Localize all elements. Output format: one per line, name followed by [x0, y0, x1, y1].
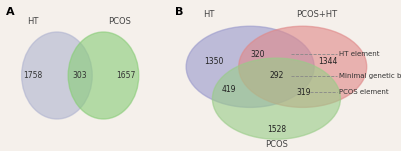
Circle shape: [186, 26, 314, 107]
Text: 320: 320: [251, 50, 265, 59]
Ellipse shape: [22, 32, 92, 119]
Text: PCOS element: PCOS element: [339, 89, 389, 95]
Text: 292: 292: [269, 71, 284, 80]
Text: 419: 419: [221, 85, 236, 94]
Text: 1528: 1528: [267, 125, 286, 134]
Text: 1350: 1350: [204, 56, 223, 66]
Text: HT: HT: [27, 17, 38, 26]
Text: 303: 303: [73, 71, 87, 80]
Text: A: A: [6, 7, 14, 17]
Text: HT: HT: [203, 10, 215, 19]
Text: 1657: 1657: [116, 71, 136, 80]
Circle shape: [239, 26, 367, 107]
Text: 1344: 1344: [318, 56, 338, 66]
Circle shape: [213, 58, 340, 139]
Text: PCOS: PCOS: [108, 17, 131, 26]
Ellipse shape: [68, 32, 139, 119]
Text: B: B: [175, 7, 183, 17]
Text: PCOS+HT: PCOS+HT: [296, 10, 337, 19]
Text: 1758: 1758: [23, 71, 43, 80]
Text: PCOS: PCOS: [265, 140, 288, 149]
Text: 319: 319: [297, 88, 311, 97]
Text: Minimal genetic background: Minimal genetic background: [339, 72, 401, 79]
Text: HT element: HT element: [339, 51, 380, 58]
